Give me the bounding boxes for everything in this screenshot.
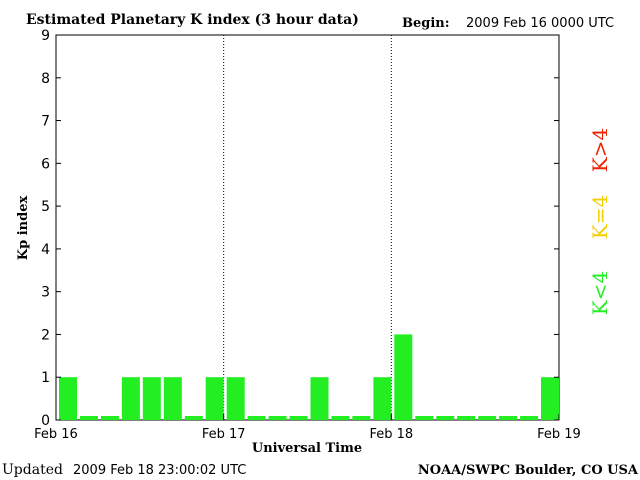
- x-tick-label: Feb 19: [537, 427, 581, 442]
- kp-bar: [415, 416, 434, 420]
- kp-bar: [352, 416, 371, 420]
- kp-bar: [394, 334, 413, 420]
- x-axis-label: Universal Time: [252, 441, 362, 456]
- kp-bar: [100, 416, 119, 420]
- y-tick-label: 7: [41, 114, 50, 130]
- kp-bar: [457, 416, 476, 420]
- updated-value: 2009 Feb 18 23:00:02 UTC: [73, 463, 246, 478]
- y-tick-label: 0: [41, 413, 50, 429]
- kp-bar: [478, 416, 497, 420]
- y-tick-label: 8: [41, 71, 50, 87]
- x-tick-label: Feb 17: [202, 427, 246, 442]
- kp-bar: [331, 416, 350, 420]
- kp-bar: [163, 377, 182, 420]
- kp-bar: [226, 377, 245, 420]
- y-tick-label: 4: [41, 242, 50, 258]
- legend-mid: K=4: [588, 195, 612, 239]
- kp-bar: [520, 416, 539, 420]
- kp-bar: [142, 377, 161, 420]
- kp-bar: [499, 416, 518, 420]
- begin-value: 2009 Feb 16 0000 UTC: [466, 16, 614, 31]
- chart-title: Estimated Planetary K index (3 hour data…: [26, 12, 359, 28]
- y-tick-label: 5: [41, 199, 50, 215]
- kp-bar: [373, 377, 392, 420]
- source-credit: NOAA/SWPC Boulder, CO USA: [418, 463, 639, 478]
- y-axis-label: Kp index: [16, 196, 31, 261]
- kp-bar: [436, 416, 455, 420]
- y-tick-label: 6: [41, 156, 50, 172]
- x-tick-label: Feb 18: [369, 427, 413, 442]
- bars-group: [59, 334, 559, 420]
- begin-label: Begin:: [402, 16, 450, 31]
- kp-bar: [289, 416, 308, 420]
- kp-bar: [80, 416, 98, 420]
- kp-bar: [268, 416, 287, 420]
- kp-bar: [247, 416, 266, 420]
- updated-label: Updated: [2, 462, 63, 478]
- day-dividers: [223, 35, 392, 420]
- kp-bar: [59, 377, 77, 420]
- y-tick-label: 9: [41, 28, 50, 44]
- kp-bar: [184, 416, 203, 420]
- x-tick-label: Feb 16: [34, 427, 78, 442]
- legend-high: K>4: [588, 128, 612, 172]
- kp-bar: [205, 377, 224, 420]
- y-tick-label: 2: [41, 327, 50, 343]
- kp-bar: [121, 377, 140, 420]
- kp-bar: [541, 377, 559, 420]
- plot-frame: [55, 34, 560, 421]
- legend-low: K<4: [588, 271, 612, 315]
- y-axis: 0 1 2 3 4 5 6 7 8 9: [41, 28, 559, 429]
- y-tick-label: 3: [41, 285, 50, 301]
- kp-bar: [310, 377, 329, 420]
- y-tick-label: 1: [41, 370, 50, 386]
- x-axis: Feb 16 Feb 17 Feb 18 Feb 19: [34, 414, 581, 442]
